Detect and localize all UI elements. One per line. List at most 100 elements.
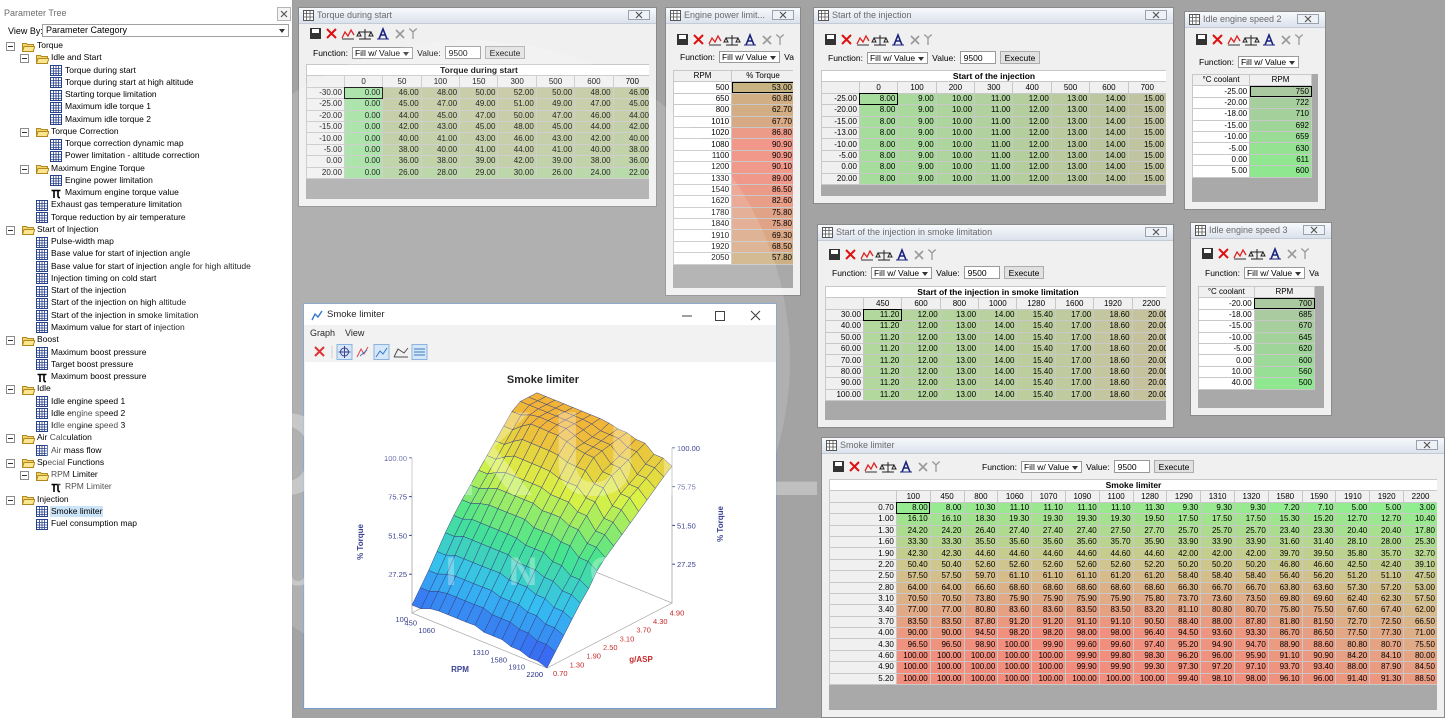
tree-item[interactable]: Start of Injection — [37, 223, 99, 234]
expander[interactable] — [20, 471, 29, 482]
cell[interactable]: 88.60 — [1301, 638, 1337, 651]
cell[interactable]: 57.30 — [1335, 581, 1371, 594]
cell[interactable]: 51.00 — [497, 98, 537, 111]
cell[interactable]: 39.70 — [1267, 547, 1303, 560]
cell[interactable]: 692 — [1249, 119, 1312, 132]
cell[interactable]: 620 — [1253, 342, 1316, 356]
cell[interactable]: 12.00 — [901, 342, 941, 356]
cell[interactable]: 0.00 — [343, 166, 384, 179]
cell[interactable]: 23.40 — [1267, 524, 1303, 537]
tree-item[interactable]: Engine power limitation — [65, 174, 153, 185]
cell[interactable]: 60.80 — [731, 92, 793, 106]
cell[interactable]: 10.00 — [935, 138, 976, 151]
cell[interactable]: 69.30 — [731, 229, 793, 242]
cell[interactable]: 46.00 — [574, 109, 614, 122]
cell[interactable]: 0.00 — [343, 155, 384, 168]
cell[interactable]: 11.20 — [862, 377, 903, 390]
cell[interactable]: 35.70 — [1098, 535, 1134, 549]
cell[interactable]: 13.00 — [1050, 115, 1091, 128]
cell[interactable]: 100.00 — [1031, 661, 1066, 674]
cell[interactable]: 83.50 — [1064, 604, 1100, 617]
cell[interactable]: 44.60 — [1064, 547, 1100, 560]
expander[interactable] — [6, 42, 15, 53]
cell[interactable]: 9.00 — [897, 115, 937, 128]
cell[interactable]: 14.00 — [1089, 138, 1129, 151]
cell[interactable]: 95.90 — [1234, 649, 1269, 663]
cell[interactable]: 58.40 — [1234, 570, 1269, 583]
tree-item[interactable]: Target boost pressure — [51, 358, 134, 369]
cell[interactable]: 84.20 — [1335, 649, 1371, 663]
cell[interactable]: 38.00 — [612, 143, 649, 157]
cell[interactable]: 0.00 — [343, 98, 384, 111]
tree-item[interactable]: RPM Limiter — [65, 481, 112, 492]
cell[interactable]: 24.20 — [929, 524, 965, 537]
cell[interactable]: 52.60 — [1064, 558, 1100, 572]
cell[interactable]: 35.60 — [1064, 535, 1100, 549]
cell[interactable]: 98.30 — [1132, 649, 1168, 663]
close-button[interactable] — [1416, 440, 1438, 450]
tree-item[interactable]: Idle engine speed 2 — [51, 407, 126, 418]
cell[interactable]: 100.00 — [963, 661, 999, 674]
cell[interactable]: 91.30 — [1369, 672, 1405, 686]
cell[interactable]: 14.00 — [1089, 104, 1129, 117]
cell[interactable]: 42.50 — [1335, 558, 1371, 572]
cell[interactable]: 15.20 — [1301, 513, 1337, 526]
cell[interactable]: 80.80 — [1335, 638, 1371, 651]
cell[interactable]: 8.00 — [858, 92, 899, 106]
tree-item[interactable]: Idle engine speed 3 — [51, 420, 126, 431]
cell[interactable]: 19.30 — [1098, 513, 1134, 526]
cell[interactable]: 42.00 — [497, 155, 537, 168]
cell[interactable]: 75.80 — [731, 206, 793, 220]
cell[interactable]: 9.30 — [1200, 501, 1235, 515]
cell[interactable]: 15.40 — [1016, 308, 1056, 322]
cell[interactable]: 100.00 — [1064, 672, 1100, 686]
cell[interactable]: 600 — [1253, 354, 1316, 367]
cell[interactable]: 27.40 — [1064, 524, 1100, 537]
tree-item[interactable]: Special Functions — [37, 456, 105, 467]
cell[interactable]: 64.00 — [929, 581, 965, 594]
cell[interactable]: 68.60 — [1098, 581, 1134, 594]
cell[interactable]: 61.10 — [997, 570, 1033, 583]
cell[interactable]: 18.60 — [1093, 331, 1133, 344]
cell[interactable]: 46.80 — [1267, 558, 1303, 572]
cell[interactable]: 98.00 — [1234, 672, 1269, 686]
cell[interactable]: 91.10 — [1098, 615, 1134, 629]
cell[interactable]: 50.40 — [895, 558, 931, 572]
tree-item[interactable]: Smoke limiter — [50, 505, 104, 517]
function-select[interactable]: Fill w/ Value — [351, 46, 414, 59]
cell[interactable]: 13.00 — [939, 377, 980, 390]
cell[interactable]: 52.60 — [1098, 558, 1134, 572]
cell[interactable]: 100.00 — [895, 649, 931, 663]
cell[interactable]: 50.00 — [535, 86, 576, 100]
cell[interactable]: 43.00 — [459, 132, 499, 145]
cell[interactable]: 30.00 — [497, 166, 537, 179]
cell[interactable]: 7.20 — [1267, 501, 1303, 515]
cell[interactable]: 12.00 — [1012, 104, 1052, 117]
cell[interactable]: 96.20 — [1166, 649, 1202, 663]
cell[interactable]: 42.00 — [382, 120, 422, 134]
cell[interactable]: 99.60 — [1064, 638, 1100, 651]
cell[interactable]: 87.80 — [1234, 615, 1269, 629]
cell[interactable]: 14.00 — [978, 320, 1018, 333]
cell[interactable]: 20.00 — [1131, 388, 1166, 401]
cell[interactable]: 44.00 — [574, 120, 614, 134]
tree-item[interactable]: Boost — [37, 334, 59, 345]
cell[interactable]: 39.00 — [535, 155, 576, 168]
cell[interactable]: 96.00 — [1200, 649, 1235, 663]
tree-item[interactable]: Maximum boost pressure — [51, 371, 147, 382]
cell[interactable]: 81.50 — [1301, 615, 1337, 629]
close-button[interactable] — [1297, 14, 1319, 24]
cell[interactable]: 19.30 — [997, 513, 1033, 526]
function-select[interactable]: Fill w/ Value — [870, 266, 933, 279]
cell[interactable]: 73.70 — [1166, 592, 1202, 606]
cell[interactable]: 11.00 — [974, 126, 1014, 140]
cell[interactable]: 100.00 — [997, 661, 1033, 674]
execute-button[interactable]: Execute — [1153, 460, 1195, 473]
cell[interactable]: 14.00 — [1089, 172, 1129, 185]
cell[interactable]: 5.00 — [1369, 501, 1405, 515]
cell[interactable]: 44.60 — [997, 547, 1033, 560]
cell[interactable]: 10.30 — [963, 501, 999, 515]
cell[interactable]: 100.00 — [1098, 672, 1134, 686]
cell[interactable]: 10.00 — [935, 161, 976, 174]
cell[interactable]: 17.50 — [1234, 513, 1269, 526]
